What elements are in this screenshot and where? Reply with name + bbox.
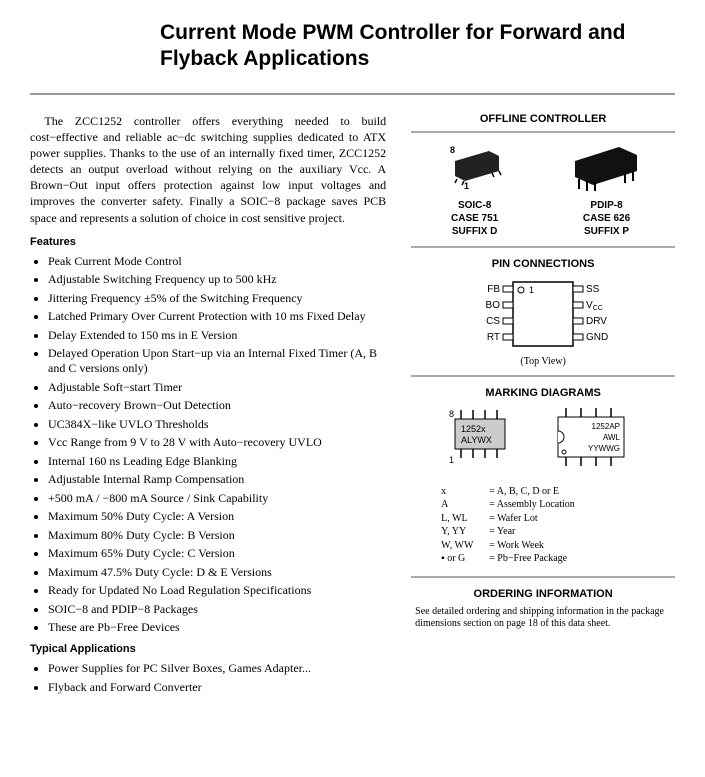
pdip-suffix: SUFFIX P bbox=[567, 225, 647, 238]
marking-diagrams-heading: MARKING DIAGRAMS bbox=[411, 387, 675, 399]
offline-controller-heading: OFFLINE CONTROLLER bbox=[411, 113, 675, 125]
soic-icon: 8 1 bbox=[440, 143, 510, 191]
list-item: Maximum 47.5% Duty Cycle: D & E Versions bbox=[48, 565, 386, 580]
list-item: Auto−recovery Brown−Out Detection bbox=[48, 398, 386, 413]
intro-paragraph: The ZCC1252 controller offers everything… bbox=[30, 113, 386, 226]
list-item: Flyback and Forward Converter bbox=[48, 680, 386, 695]
svg-text:8: 8 bbox=[450, 145, 455, 155]
soic-suffix: SUFFIX D bbox=[440, 225, 510, 238]
list-item: Adjustable Switching Frequency up to 500… bbox=[48, 272, 386, 287]
page-title: Current Mode PWM Controller for Forward … bbox=[160, 20, 675, 73]
applications-heading: Typical Applications bbox=[30, 643, 386, 655]
list-item: Delay Extended to 150 ms in E Version bbox=[48, 328, 386, 343]
top-view-label: (Top View) bbox=[411, 356, 675, 367]
svg-text:SS: SS bbox=[586, 284, 600, 295]
marking-pdip-icon: 1252AP AWL YYWWG bbox=[546, 405, 646, 475]
svg-text:DRV: DRV bbox=[586, 316, 607, 327]
svg-text:1: 1 bbox=[529, 285, 534, 295]
marking-legend: x= A, B, C, D or E A= Assembly Location … bbox=[441, 485, 675, 566]
list-item: Latched Primary Over Current Protection … bbox=[48, 309, 386, 324]
list-item: Ready for Updated No Load Regulation Spe… bbox=[48, 583, 386, 598]
applications-list: Power Supplies for PC Silver Boxes, Game… bbox=[30, 661, 386, 695]
soic-name: SOIC-8 bbox=[440, 199, 510, 212]
svg-text:GND: GND bbox=[586, 332, 608, 343]
content-columns: The ZCC1252 controller offers everything… bbox=[30, 113, 675, 699]
list-item: Maximum 50% Duty Cycle: A Version bbox=[48, 509, 386, 524]
legend-row: ▪ or G= Pb−Free Package bbox=[441, 552, 675, 566]
divider bbox=[411, 246, 675, 248]
list-item: UC384X−like UVLO Thresholds bbox=[48, 417, 386, 432]
marking-soic-icon: 8 1252x ALYWX 1 bbox=[441, 405, 531, 475]
list-item: These are Pb−Free Devices bbox=[48, 620, 386, 635]
list-item: +500 mA / −800 mA Source / Sink Capabili… bbox=[48, 491, 386, 506]
ordering-note: See detailed ordering and shipping infor… bbox=[411, 606, 675, 630]
list-item: Peak Current Mode Control bbox=[48, 254, 386, 269]
legend-row: A= Assembly Location bbox=[441, 498, 675, 512]
svg-text:VCC: VCC bbox=[586, 300, 603, 312]
soic-case: CASE 751 bbox=[440, 212, 510, 225]
legend-row: Y, YY= Year bbox=[441, 525, 675, 539]
svg-text:ALYWX: ALYWX bbox=[461, 435, 492, 445]
pdip-package: PDIP-8 CASE 626 SUFFIX P bbox=[567, 143, 647, 238]
svg-text:YYWWG: YYWWG bbox=[588, 444, 620, 453]
pin-connections-heading: PIN CONNECTIONS bbox=[411, 258, 675, 270]
list-item: Delayed Operation Upon Start−up via an I… bbox=[48, 346, 386, 376]
pin-diagram: 1 FB BO CS RT SS VCC DRV GND bbox=[411, 276, 675, 354]
divider bbox=[411, 131, 675, 133]
ordering-heading: ORDERING INFORMATION bbox=[411, 588, 675, 600]
list-item: Vcc Range from 9 V to 28 V with Auto−rec… bbox=[48, 435, 386, 450]
svg-text:1252AP: 1252AP bbox=[591, 422, 619, 431]
svg-text:1252x: 1252x bbox=[461, 424, 486, 434]
list-item: Jittering Frequency ±5% of the Switching… bbox=[48, 291, 386, 306]
divider bbox=[411, 375, 675, 377]
svg-text:1: 1 bbox=[464, 181, 469, 191]
list-item: Internal 160 ns Leading Edge Blanking bbox=[48, 454, 386, 469]
svg-text:8: 8 bbox=[449, 409, 454, 419]
legend-row: W, WW= Work Week bbox=[441, 539, 675, 553]
legend-row: L, WL= Wafer Lot bbox=[441, 512, 675, 526]
marking-diagrams: 8 1252x ALYWX 1 1252AP AWL bbox=[411, 405, 675, 475]
divider-main bbox=[30, 93, 675, 95]
list-item: Power Supplies for PC Silver Boxes, Game… bbox=[48, 661, 386, 676]
left-column: The ZCC1252 controller offers everything… bbox=[30, 113, 386, 699]
list-item: SOIC−8 and PDIP−8 Packages bbox=[48, 602, 386, 617]
svg-text:RT: RT bbox=[487, 332, 500, 343]
pdip-icon bbox=[567, 143, 647, 191]
pdip-case: CASE 626 bbox=[567, 212, 647, 225]
svg-text:BO: BO bbox=[486, 300, 501, 311]
soic-package: 8 1 SOIC-8 CASE 751 SUFFIX D bbox=[440, 143, 510, 238]
svg-text:AWL: AWL bbox=[603, 433, 621, 442]
svg-text:FB: FB bbox=[487, 284, 500, 295]
pdip-name: PDIP-8 bbox=[567, 199, 647, 212]
right-column: OFFLINE CONTROLLER 8 1 SOIC-8 CASE 751 bbox=[411, 113, 675, 699]
list-item: Adjustable Soft−start Timer bbox=[48, 380, 386, 395]
svg-text:1: 1 bbox=[449, 455, 454, 465]
features-heading: Features bbox=[30, 236, 386, 248]
legend-row: x= A, B, C, D or E bbox=[441, 485, 675, 499]
divider bbox=[411, 576, 675, 578]
features-list: Peak Current Mode Control Adjustable Swi… bbox=[30, 254, 386, 636]
package-row: 8 1 SOIC-8 CASE 751 SUFFIX D bbox=[411, 143, 675, 238]
list-item: Maximum 80% Duty Cycle: B Version bbox=[48, 528, 386, 543]
svg-text:CS: CS bbox=[486, 316, 500, 327]
list-item: Maximum 65% Duty Cycle: C Version bbox=[48, 546, 386, 561]
list-item: Adjustable Internal Ramp Compensation bbox=[48, 472, 386, 487]
